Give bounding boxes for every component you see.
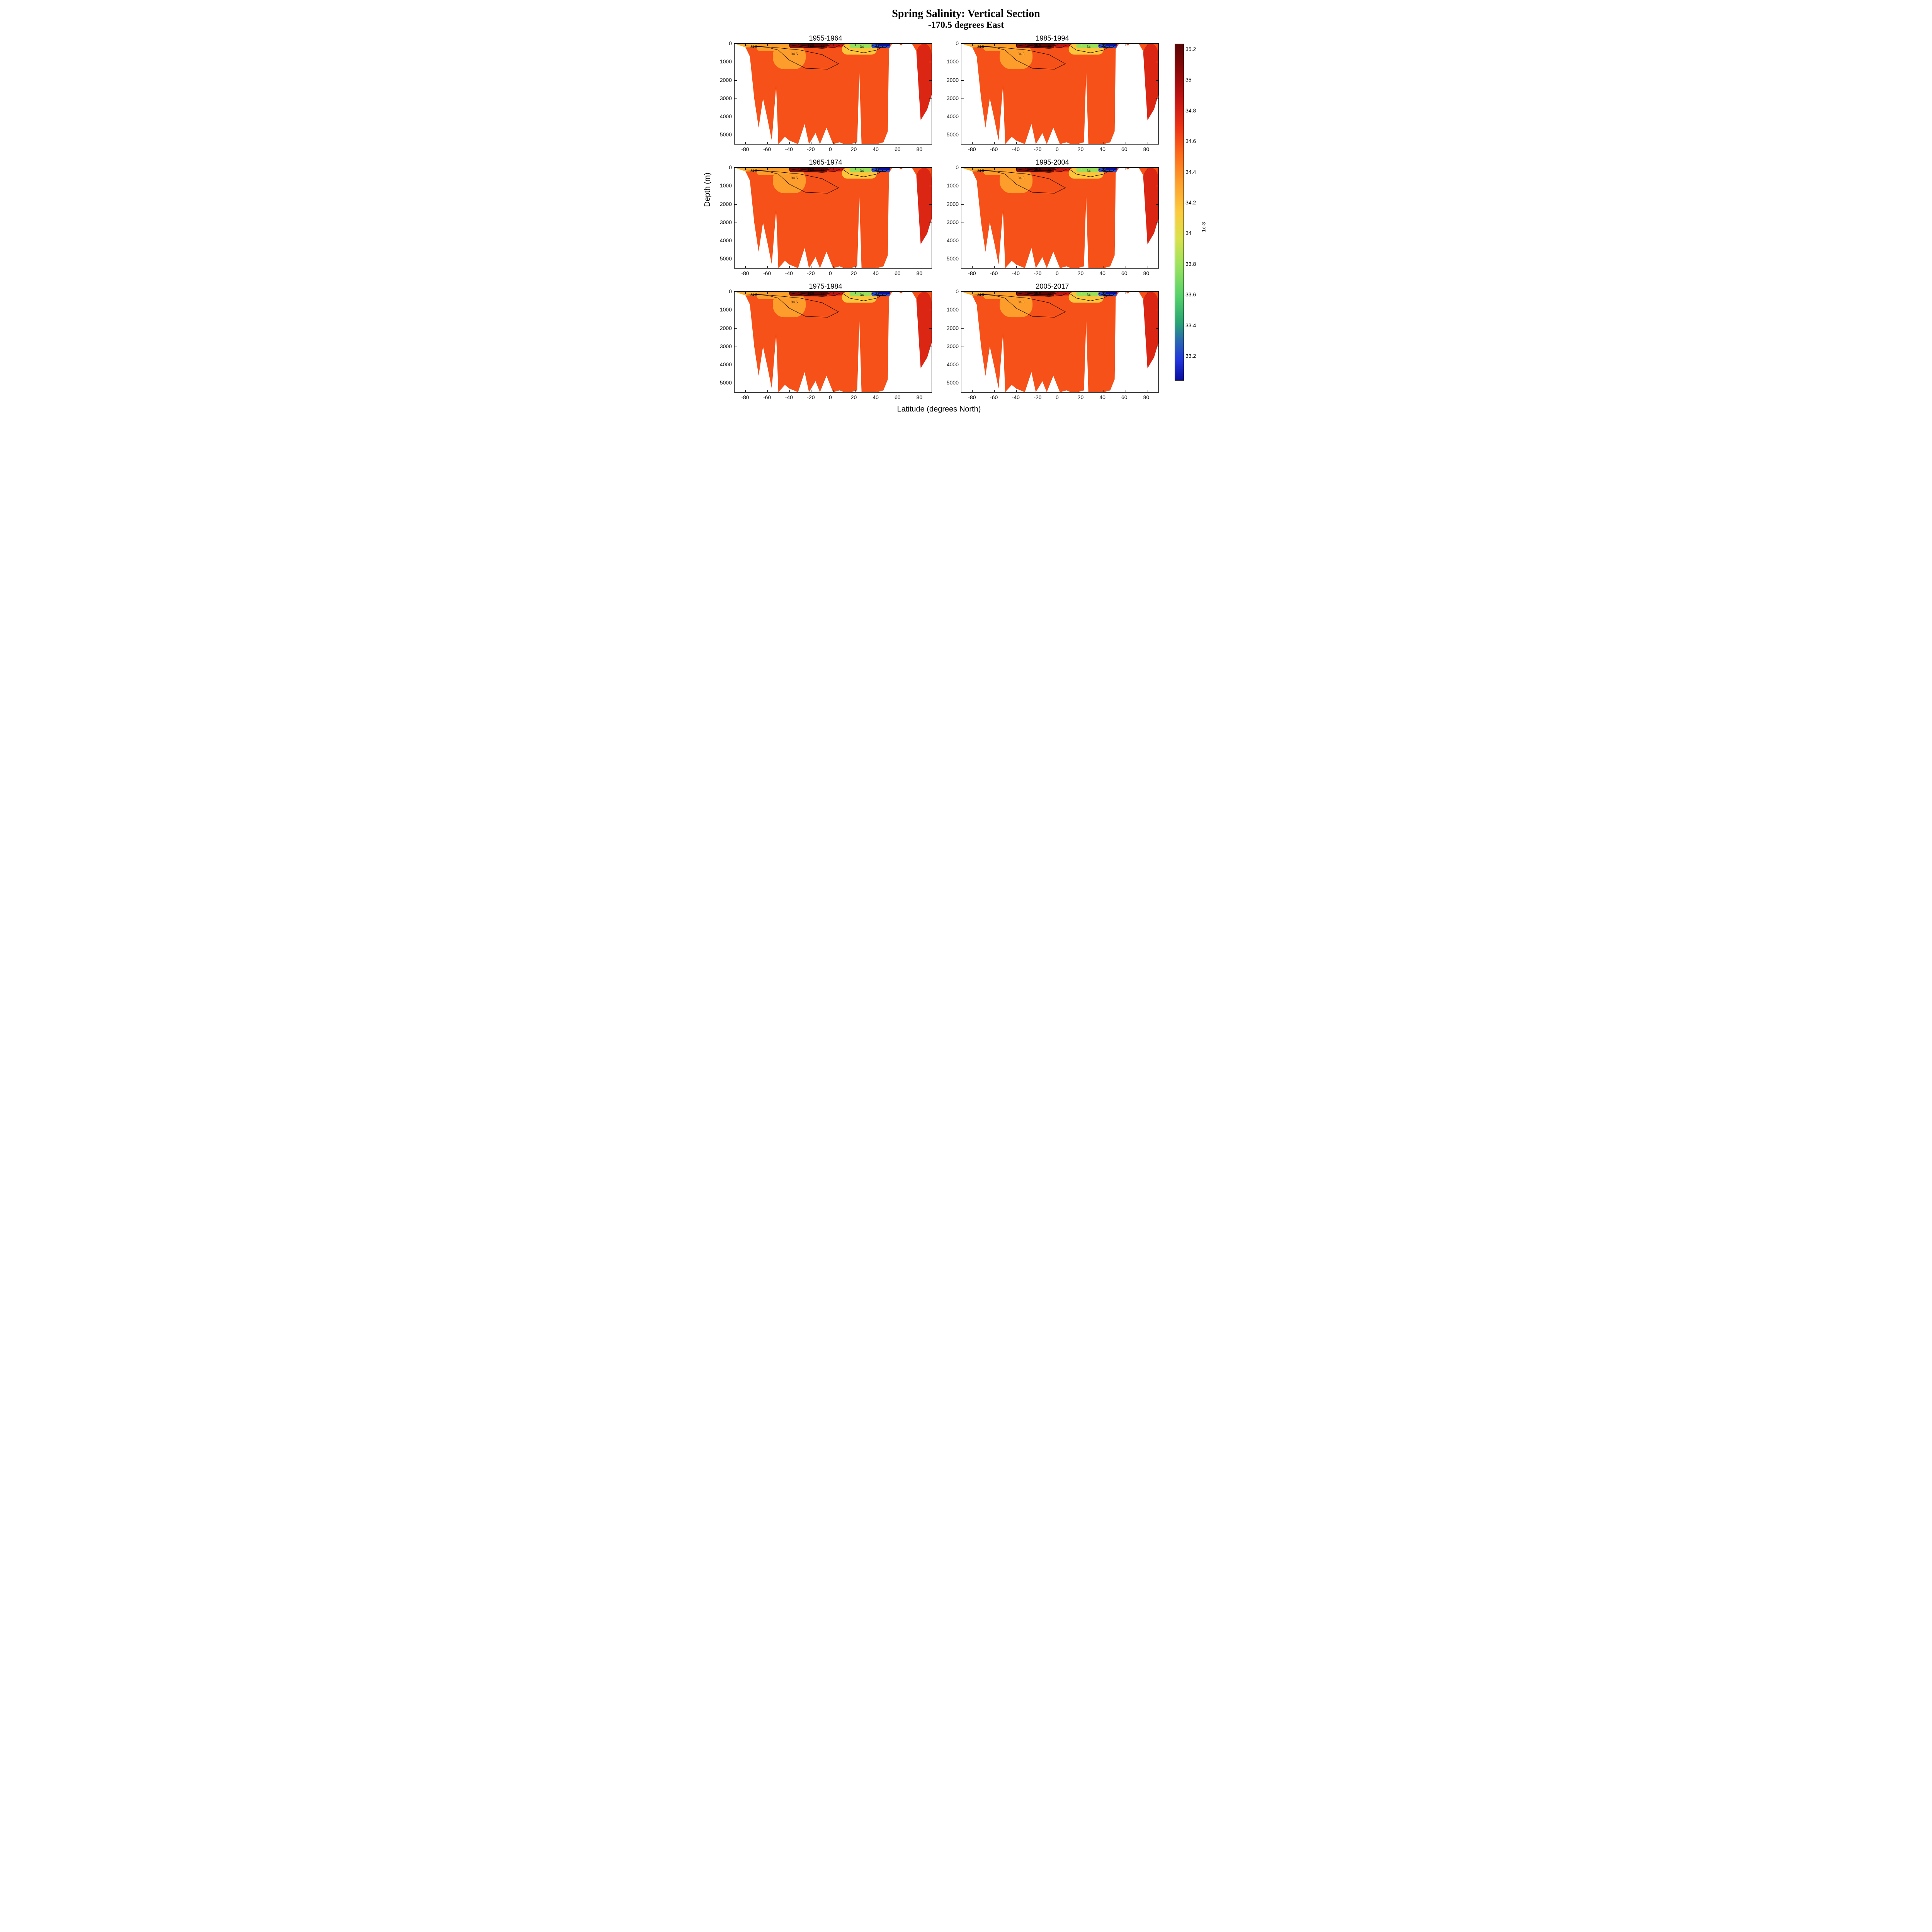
panels-column: Depth (m) 1955-1964010002000300040005000… [715,34,1163,414]
contour-label: 34 [860,293,864,297]
colorbar-tick: 33.2 [1185,353,1196,359]
figure: Spring Salinity: Vertical Section -170.5… [715,8,1217,414]
plot-box: 34.534.535.5353433 [734,291,932,393]
y-ticks: 010002000300040005000 [942,291,961,392]
y-axis-label: Depth (m) [703,173,712,207]
contour-label: 35 [1047,293,1051,297]
colorbar-tick: 35.2 [1185,46,1196,52]
y-ticks: 010002000300040005000 [942,43,961,144]
colorbar-ticks: 35.2 35 34.8 34.6 34.4 34.2 34 33.8 33.6 33.4 33.2 [1185,34,1196,371]
contour-label: 34.5 [977,45,984,49]
panel: 1985-1994010002000300040005000 34.5 34.5 35… [942,34,1163,153]
colorbar-tick: 34.2 [1185,199,1196,206]
colorbar-tick: 33.4 [1185,322,1196,328]
plot-box: 34.534.535.5353433 [734,43,932,145]
x-ticks: -80-60-40-20020406080 [961,145,1158,153]
plot-box: 34.534.535.5353433 [734,167,932,269]
colorbar-unit-label: 1e-3 [1201,222,1206,232]
y-ticks: 010002000300040005000 [715,167,734,268]
plot-box: 34.534.535.5353433 [961,43,1159,145]
grid-area: Depth (m) 1955-1964010002000300040005000… [715,34,1217,414]
contour-label: 34.5 [750,169,757,173]
contour-label: 35 [820,45,824,49]
contour-label: 35.5 [807,292,814,296]
contour-label: 34.5 [1018,176,1025,180]
y-ticks: 010002000300040005000 [715,43,734,144]
colorbar-gradient [1175,44,1184,381]
contour-label: 34.5 [977,169,984,173]
plot-box: 34.534.535.5353433 [961,291,1159,393]
colorbar-tick: 35 [1185,77,1196,83]
contour-label: 35.5 [1034,44,1041,48]
contour-label: 34 [1087,293,1090,297]
x-ticks: -80-60-40-20020406080 [961,393,1158,401]
contour-label: 35 [1047,169,1051,173]
y-ticks: 010002000300040005000 [942,167,961,268]
colorbar-tick: 34.6 [1185,138,1196,144]
panel-title: 2005-2017 [942,282,1163,291]
contour-label: 35.5 [807,168,814,172]
contour-label: 34.5 [1018,300,1025,304]
contour-label: 34.5 [1018,52,1025,56]
panel: 1955-1964010002000300040005000 34.5 34.5 35… [715,34,936,153]
contour-label: 35.5 [1034,292,1041,296]
panel: 2005-2017010002000300040005000 34.5 34.5 35… [942,282,1163,401]
contour-label: 34 [1087,169,1090,173]
x-ticks: -80-60-40-20020406080 [961,269,1158,277]
contour-label: 34.5 [750,293,757,297]
panel-title: 1995-2004 [942,158,1163,167]
colorbar-tick: 33.6 [1185,291,1196,298]
panel-title: 1955-1964 [715,34,936,43]
contour-label: 34.5 [791,52,798,56]
contour-label: 35.5 [1034,168,1041,172]
colorbar-tick: 34.4 [1185,169,1196,175]
contour-label: 35 [1047,45,1051,49]
x-ticks: -80-60-40-20020406080 [734,269,931,277]
contour-label: 34 [860,45,864,49]
contour-label: 35.5 [807,44,814,48]
contour-label: 34.5 [750,45,757,49]
panel: 1965-1974010002000300040005000 34.5 34.5 35… [715,158,936,277]
main-title: Spring Salinity: Vertical Section [715,8,1217,20]
panel-title: 1985-1994 [942,34,1163,43]
x-ticks: -80-60-40-20020406080 [734,393,931,401]
panel: 1975-1984010002000300040005000 34.5 34.5 35… [715,282,936,401]
panel: 1995-2004010002000300040005000 34.5 34.5 35… [942,158,1163,277]
contour-label: 34 [860,169,864,173]
x-axis-label: Latitude (degrees North) [715,405,1163,414]
contour-label: 34.5 [791,176,798,180]
panel-title: 1975-1984 [715,282,936,291]
contour-label: 34.5 [977,293,984,297]
contour-label: 34 [1087,45,1090,49]
contour-label: 34.5 [791,300,798,304]
colorbar-tick: 34.8 [1185,107,1196,114]
x-ticks: -80-60-40-20020406080 [734,145,931,153]
plot-box: 34.534.535.5353433 [961,167,1159,269]
colorbar: 35.2 35 34.8 34.6 34.4 34.2 34 33.8 33.6 33.4 33.2… [1175,34,1202,414]
panels-grid: 1955-196401000200030004000500034.534.535… [715,34,1163,401]
contour-label: 35 [820,293,824,297]
contour-label: 35 [820,169,824,173]
y-ticks: 010002000300040005000 [715,291,734,392]
panel-title: 1965-1974 [715,158,936,167]
sub-title: -170.5 degrees East [715,20,1217,31]
colorbar-tick: 34 [1185,230,1196,236]
colorbar-tick: 33.8 [1185,261,1196,267]
